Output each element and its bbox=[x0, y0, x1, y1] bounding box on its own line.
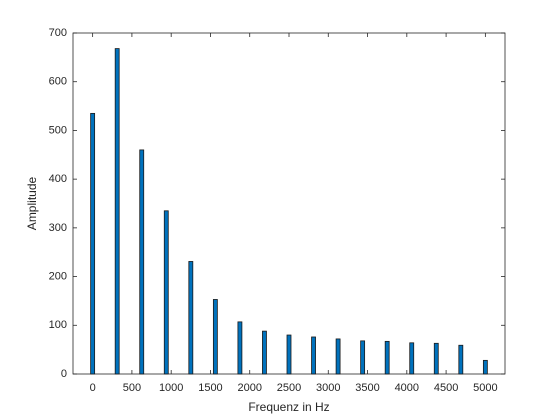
y-tick-label: 700 bbox=[49, 27, 67, 39]
bar bbox=[262, 330, 267, 375]
x-tick-label: 2000 bbox=[237, 382, 261, 394]
x-tick-label: 3000 bbox=[316, 382, 340, 394]
y-tick-label: 400 bbox=[49, 173, 67, 185]
x-tick-label: 4500 bbox=[434, 382, 458, 394]
y-tick-label: 600 bbox=[49, 76, 67, 88]
y-tick-label: 100 bbox=[49, 319, 67, 331]
x-tick-label: 0 bbox=[90, 382, 96, 394]
bar bbox=[237, 321, 243, 375]
bar bbox=[163, 210, 169, 375]
x-tick-label: 1500 bbox=[198, 382, 222, 394]
bar bbox=[360, 340, 366, 375]
x-axis-label: Frequenz in Hz bbox=[248, 400, 329, 414]
bar bbox=[409, 342, 415, 375]
x-tick-label: 4000 bbox=[395, 382, 419, 394]
bar bbox=[212, 299, 218, 375]
bar bbox=[482, 359, 488, 375]
y-tick-label: 200 bbox=[49, 270, 67, 282]
bar bbox=[114, 48, 120, 375]
bar bbox=[286, 334, 292, 375]
bar bbox=[433, 342, 439, 375]
y-tick-label: 300 bbox=[49, 222, 67, 234]
bar bbox=[188, 261, 194, 375]
bar bbox=[335, 338, 341, 375]
y-axis-label: Amplitude bbox=[25, 177, 39, 231]
x-tick-label: 2500 bbox=[277, 382, 301, 394]
axes-box bbox=[72, 32, 506, 375]
x-tick-label: 3500 bbox=[355, 382, 379, 394]
bar bbox=[458, 344, 464, 375]
bar bbox=[384, 340, 390, 375]
x-tick-label: 500 bbox=[123, 382, 141, 394]
y-tick-label: 500 bbox=[49, 124, 67, 136]
bar bbox=[139, 149, 145, 375]
x-tick-label: 5000 bbox=[473, 382, 497, 394]
bar bbox=[90, 112, 96, 375]
y-tick-label: 0 bbox=[61, 368, 67, 380]
bar bbox=[311, 336, 316, 375]
x-tick-label: 1000 bbox=[159, 382, 183, 394]
